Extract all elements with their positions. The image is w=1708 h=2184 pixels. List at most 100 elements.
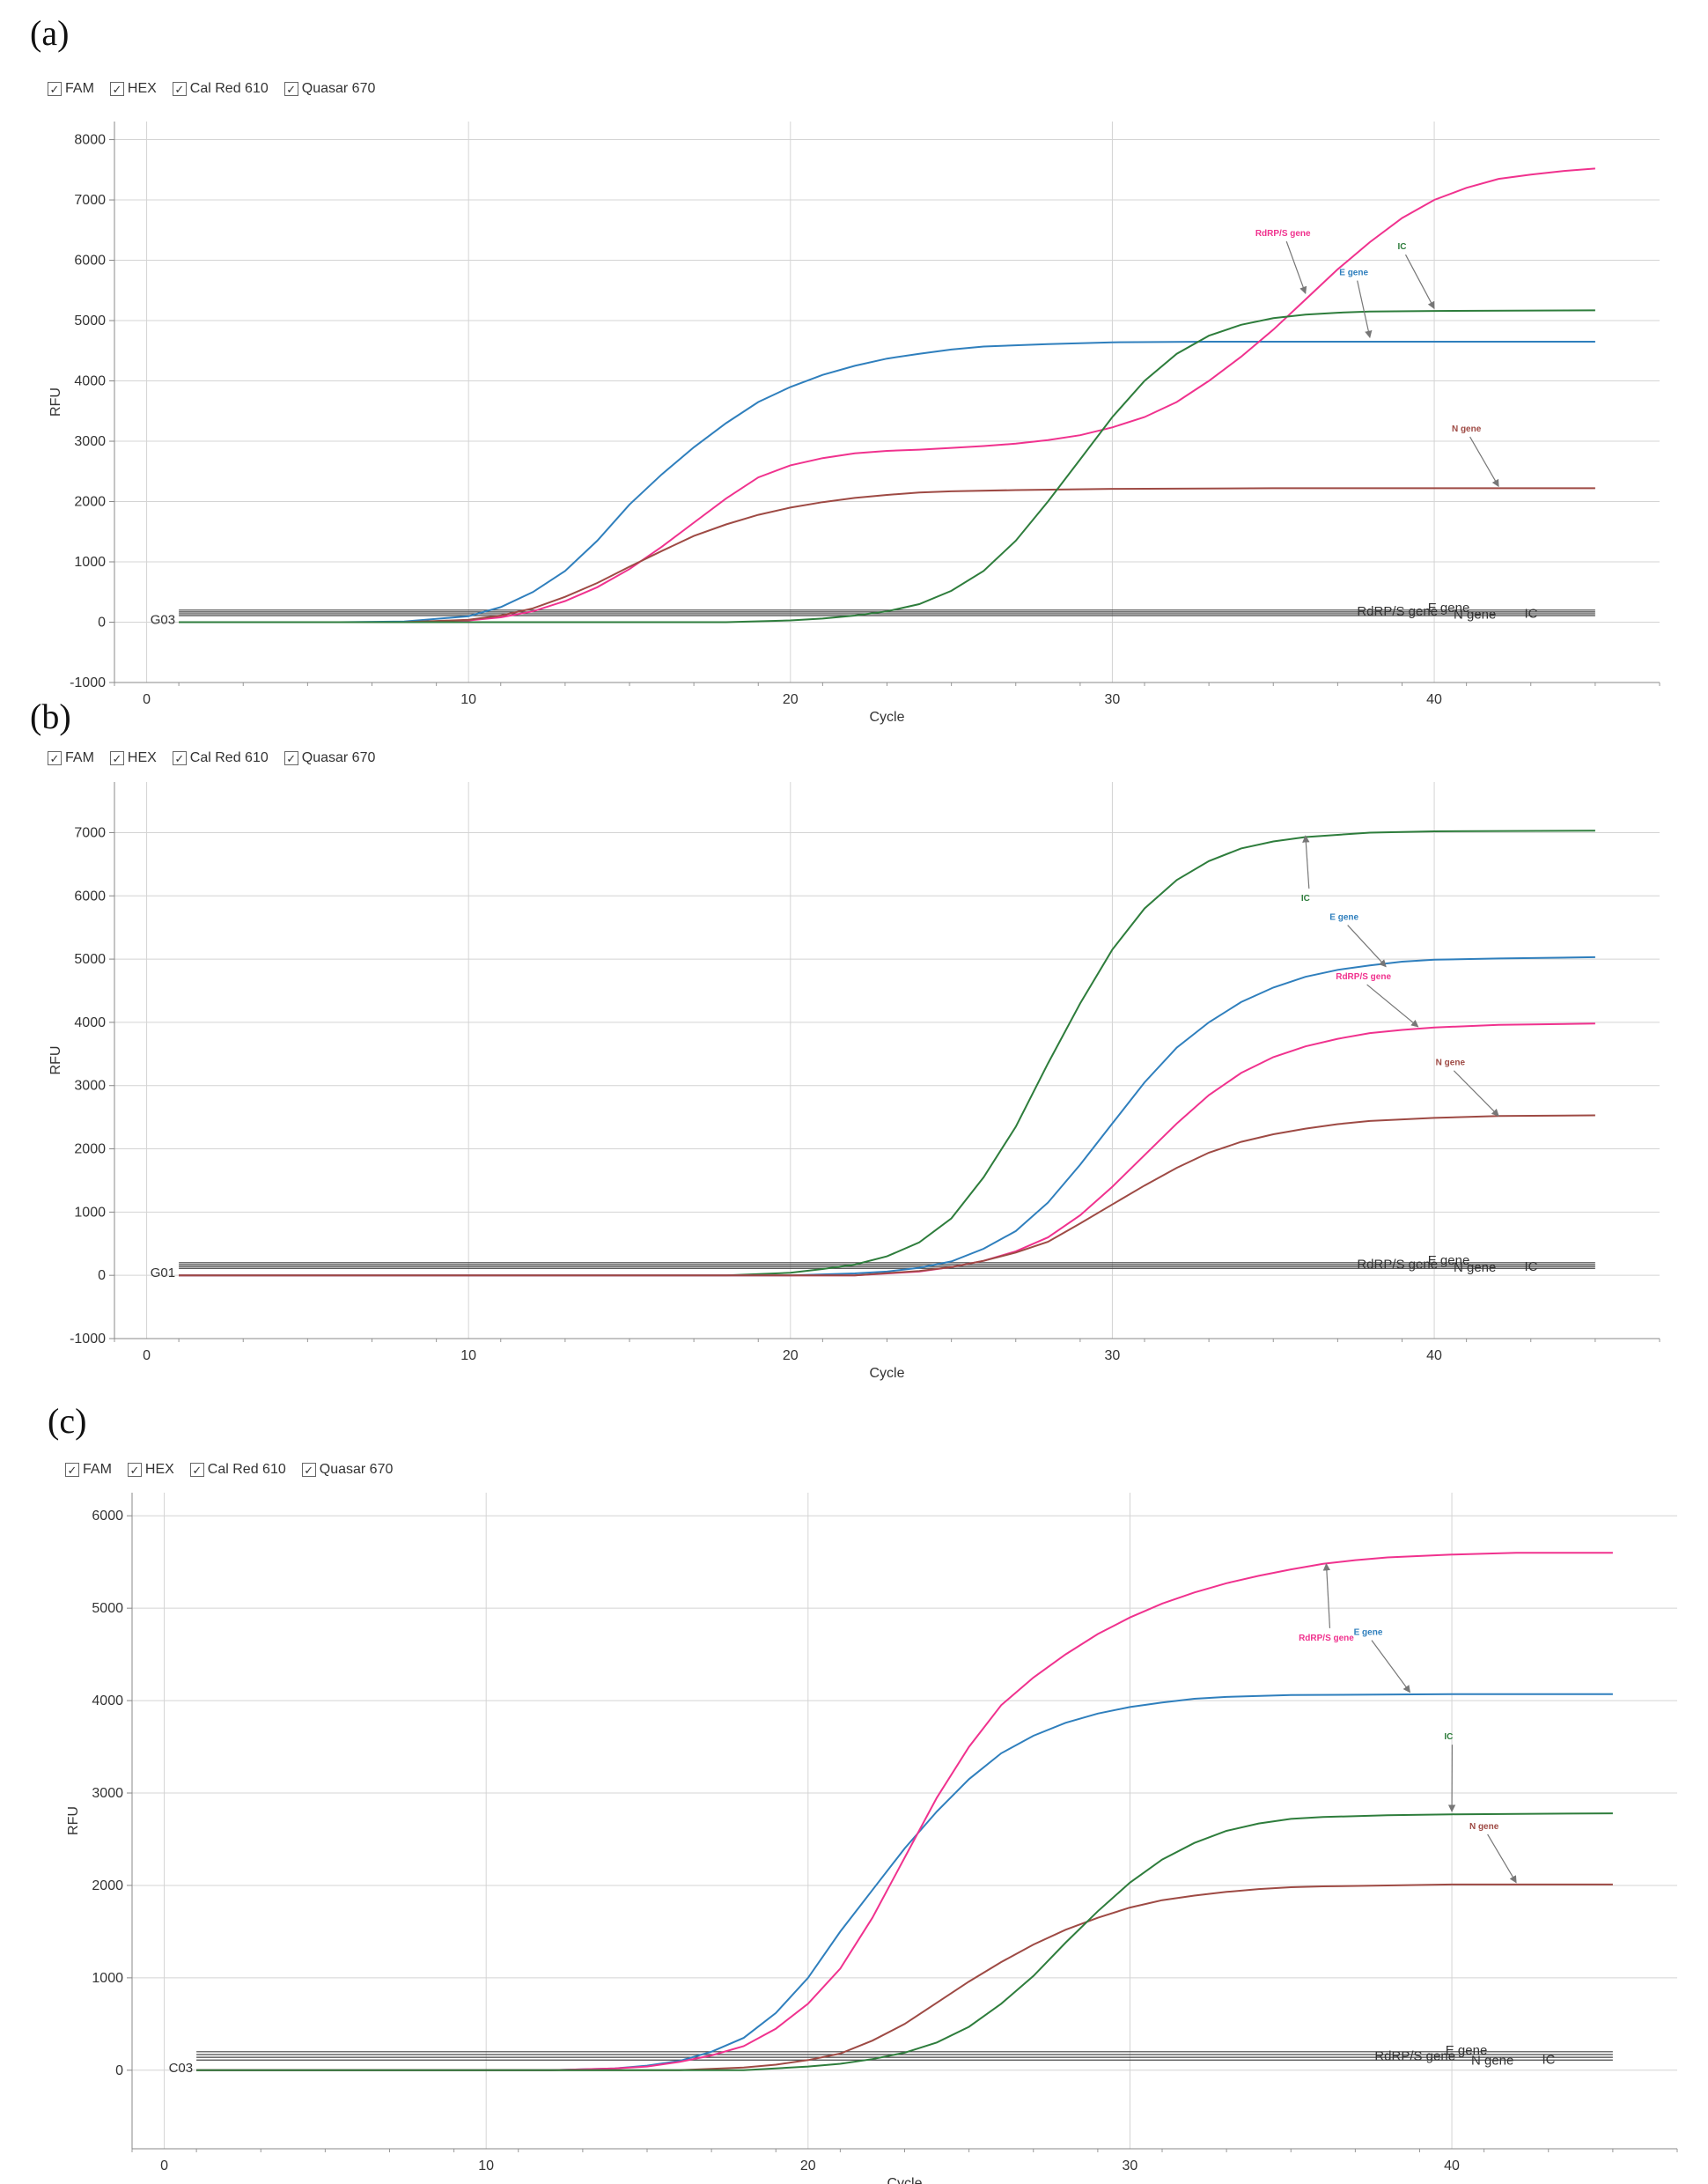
legend-item-hex[interactable]: ✓ HEX: [109, 81, 157, 97]
y-axis-title: RFU: [48, 387, 63, 417]
threshold-label: IC: [1524, 607, 1537, 622]
checkbox-checked-icon[interactable]: ✓: [189, 1463, 204, 1477]
annotation-label-rdrp-s-gene: RdRP/S gene: [1255, 229, 1311, 239]
y-tick-label: 8000: [74, 133, 106, 148]
series-line-e-gene: [179, 341, 1595, 623]
checkbox-checked-icon[interactable]: ✓: [109, 751, 124, 765]
panel-label: (a): [30, 13, 70, 53]
annotation-label-n-gene: N gene: [1469, 1822, 1499, 1832]
panel-label: (b): [30, 697, 71, 736]
legend-item-fam[interactable]: ✓ FAM: [65, 1462, 112, 1478]
well-label: G03: [151, 613, 175, 628]
checkbox-checked-icon[interactable]: ✓: [48, 82, 62, 96]
series-line-e-gene: [179, 956, 1595, 1277]
annotation-label-ic: IC: [1398, 242, 1407, 252]
checkbox-checked-icon[interactable]: ✓: [65, 1463, 79, 1477]
annotation-arrow: [1487, 1834, 1517, 1884]
threshold-label: E gene: [1428, 1253, 1470, 1268]
x-axis-title: Cycle: [869, 710, 904, 725]
y-tick-label: 1000: [92, 1971, 123, 1986]
y-tick-label: 1000: [74, 555, 106, 570]
checkbox-checked-icon[interactable]: ✓: [48, 751, 62, 765]
y-tick-label: 1000: [74, 1205, 106, 1220]
x-tick-label: 10: [460, 1348, 476, 1363]
y-tick-label: -1000: [70, 675, 106, 690]
x-tick-label: 30: [1105, 1348, 1121, 1363]
y-tick-label: 6000: [74, 889, 106, 904]
x-tick-label: 40: [1426, 692, 1442, 707]
annotation-label-e-gene: E gene: [1339, 269, 1368, 278]
legend-item-cal-red-610[interactable]: ✓ Cal Red 610: [172, 81, 269, 97]
x-tick-label: 0: [143, 1348, 151, 1363]
legend-item-cal-red-610[interactable]: ✓ Cal Red 610: [189, 1462, 286, 1478]
annotation-label-rdrp-s-gene: RdRP/S gene: [1299, 1634, 1354, 1643]
threshold-label: IC: [1542, 2052, 1555, 2067]
x-tick-label: 20: [783, 692, 799, 707]
y-tick-label: 0: [98, 1268, 106, 1283]
y-tick-label: 4000: [74, 1015, 106, 1030]
y-axis-title: RFU: [48, 1046, 63, 1075]
panel-a: (a) ✓ FAM ✓ HEX ✓ Cal Red 610 ✓ Quasar 670 -…: [0, 0, 1708, 725]
x-tick-label: 30: [1105, 692, 1121, 707]
y-tick-label: 3000: [92, 1786, 123, 1801]
series-line-n-gene: [179, 1114, 1595, 1277]
series-line-n-gene: [179, 487, 1595, 623]
legend-item-hex[interactable]: ✓ HEX: [127, 1462, 174, 1478]
annotation-label-e-gene: E gene: [1354, 1628, 1383, 1638]
y-tick-label: 5000: [92, 1601, 123, 1616]
annotation-label-e-gene: E gene: [1329, 913, 1358, 923]
legend-item-quasar-670[interactable]: ✓ Quasar 670: [283, 81, 375, 97]
y-tick-label: 3000: [74, 1079, 106, 1094]
panel-b: (b) ✓ FAM ✓ HEX ✓ Cal Red 610 ✓ Quasar 670 -…: [0, 697, 1708, 1427]
annotation-label-n-gene: N gene: [1436, 1059, 1466, 1068]
series-line-ic: [179, 309, 1595, 623]
x-tick-label: 20: [783, 1348, 799, 1363]
x-tick-label: 10: [460, 692, 476, 707]
amplification-plot: -1000 0 1000 2000 3000 4000 5000 6000 7000 0 10 20 3…: [48, 782, 1660, 1381]
annotation-label-ic: IC: [1444, 1732, 1453, 1742]
annotation-arrow: [1347, 925, 1387, 968]
annotation-arrow: [1302, 835, 1310, 889]
checkbox-checked-icon[interactable]: ✓: [109, 82, 124, 96]
annotation-arrow: [1357, 280, 1373, 339]
amplification-plot: -1000 0 1000 2000 3000 4000 5000 6000 7000 8000 0 1…: [48, 122, 1660, 725]
annotation-arrow: [1366, 984, 1419, 1028]
checkbox-checked-icon[interactable]: ✓: [301, 1463, 316, 1477]
threshold-label: N gene: [1471, 2054, 1513, 2069]
checkbox-checked-icon[interactable]: ✓: [283, 751, 298, 765]
checkbox-checked-icon[interactable]: ✓: [127, 1463, 142, 1477]
series-line-ic: [196, 1812, 1613, 2071]
y-tick-label: 7000: [74, 193, 106, 208]
panel-label: (c): [48, 1401, 87, 1441]
legend-item-quasar-670[interactable]: ✓ Quasar 670: [301, 1462, 393, 1478]
annotation-label-rdrp-s-gene: RdRP/S gene: [1336, 972, 1391, 982]
checkbox-checked-icon[interactable]: ✓: [172, 751, 187, 765]
x-tick-label: 30: [1123, 2158, 1138, 2173]
y-tick-label: 4000: [92, 1693, 123, 1708]
threshold-label: IC: [1524, 1259, 1537, 1274]
y-tick-label: 2000: [92, 1878, 123, 1893]
series-line-rdrp-s-gene: [179, 1022, 1595, 1277]
threshold-label: RdRP/S gene: [1357, 1257, 1438, 1272]
series-line-rdrp-s-gene: [179, 167, 1595, 623]
legend-item-hex[interactable]: ✓ HEX: [109, 750, 157, 766]
annotation-label-ic: IC: [1301, 894, 1310, 904]
x-tick-label: 10: [478, 2158, 494, 2173]
legend-item-fam[interactable]: ✓ FAM: [48, 81, 94, 97]
threshold-label: RdRP/S gene: [1357, 604, 1438, 619]
panel-c: (c) ✓ FAM ✓ HEX ✓ Cal Red 610 ✓ Quasar 670 0…: [0, 1400, 1708, 2184]
y-tick-label: 0: [98, 616, 106, 631]
channel-legend: ✓ FAM ✓ HEX ✓ Cal Red 610 ✓ Quasar 670: [48, 750, 375, 766]
annotation-arrow: [1371, 1640, 1411, 1693]
y-tick-label: -1000: [70, 1332, 106, 1347]
y-tick-label: 2000: [74, 1142, 106, 1157]
x-tick-label: 0: [160, 2158, 168, 2173]
x-tick-label: 40: [1444, 2158, 1460, 2173]
series-line-ic: [179, 830, 1595, 1277]
checkbox-checked-icon[interactable]: ✓: [283, 82, 298, 96]
legend-item-fam[interactable]: ✓ FAM: [48, 750, 94, 766]
legend-item-quasar-670[interactable]: ✓ Quasar 670: [283, 750, 375, 766]
x-tick-label: 40: [1426, 1348, 1442, 1363]
checkbox-checked-icon[interactable]: ✓: [172, 82, 187, 96]
legend-item-cal-red-610[interactable]: ✓ Cal Red 610: [172, 750, 269, 766]
